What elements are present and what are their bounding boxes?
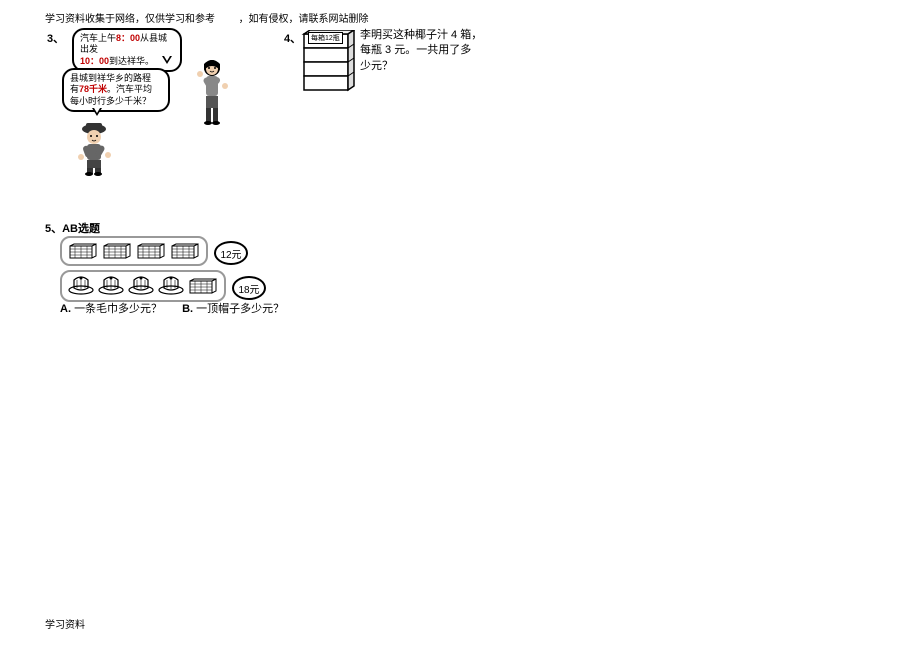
q5-b-text: 一顶帽子多少元？ <box>196 303 284 315</box>
q5-questions: A. 一条毛巾多少元？ B. 一顶帽子多少元？ <box>60 300 284 316</box>
hat-icon <box>98 276 124 296</box>
q4-label: 4、 <box>284 30 301 46</box>
girl-figure <box>192 56 232 126</box>
hat-row <box>60 270 226 302</box>
towel-icon <box>102 242 132 260</box>
box-label: 每箱12瓶 <box>308 32 343 44</box>
q3-group: 汽车上午8：00从县城出发 10：00到达祥华。 县城到祥华乡的路程 有78千米… <box>62 26 242 156</box>
q5-label: 5、AB选题 <box>45 220 100 236</box>
footer: 学习资料 <box>45 616 85 631</box>
q4-text: 李明买这种椰子汁 4 箱， 每瓶 3 元。一共用了多 少元？ <box>360 28 490 74</box>
header-note: 学习资料收集于网络，仅供学习和参考 ，如有侵权，请联系网站删除 <box>45 10 369 25</box>
hat-icon <box>68 276 94 296</box>
boy-figure <box>72 121 117 176</box>
header-left: 学习资料收集于网络，仅供学习和参考 <box>45 14 215 25</box>
towel-icon <box>170 242 200 260</box>
hat-icon <box>128 276 154 296</box>
towel-icon <box>68 242 98 260</box>
price-1: 12元 <box>214 241 248 265</box>
speech-bubble-2: 县城到祥华乡的路程 有78千米。汽车平均 每小时行多少千米？ <box>62 68 170 112</box>
hat-icon <box>158 276 184 296</box>
header-right: ，如有侵权，请联系网站删除 <box>239 14 369 25</box>
q5-a-text: 一条毛巾多少元？ <box>74 303 162 315</box>
speech-bubble-1: 汽车上午8：00从县城出发 10：00到达祥华。 <box>72 28 182 72</box>
towel-icon <box>136 242 166 260</box>
price-2: 18元 <box>232 276 266 300</box>
q5-a-label: A. <box>60 303 71 315</box>
q5-group: 12元 18元 <box>60 236 266 306</box>
towel-row <box>60 236 208 266</box>
q5-b-label: B. <box>182 303 193 315</box>
towel-icon <box>188 277 218 295</box>
